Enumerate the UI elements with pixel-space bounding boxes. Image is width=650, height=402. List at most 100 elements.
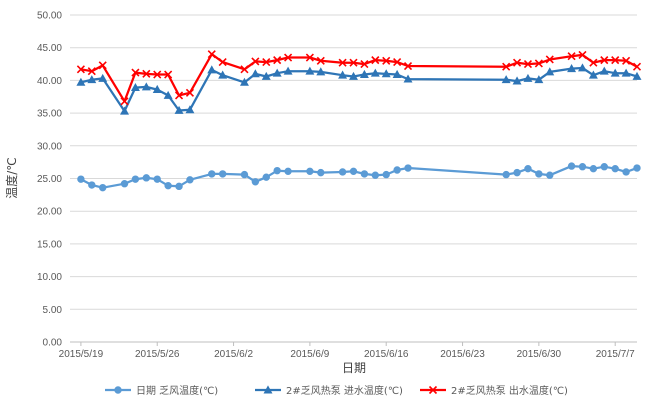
axes: 0.00 5.00 10.00 15.00 20.00 25.00 30.00 35.00 40… <box>37 11 637 360</box>
data-point-series-2 <box>338 70 348 79</box>
legend-label: 2#乏风热泵 出水温度(℃) <box>451 384 568 397</box>
data-point-series-3 <box>338 58 347 67</box>
data-point-series-2 <box>632 71 642 80</box>
data-point-series-2 <box>305 66 315 75</box>
y-tick-label: 25.00 <box>37 174 62 185</box>
data-point-series-3 <box>240 65 249 74</box>
data-point-series-1 <box>131 175 140 183</box>
x-tick-label: 2015/6/9 <box>290 349 329 360</box>
data-point-series-1 <box>208 170 216 178</box>
y-axis-title: 温度/℃ <box>4 157 19 199</box>
data-point-series-2 <box>523 73 533 82</box>
data-point-series-1 <box>546 171 554 179</box>
data-point-series-3 <box>251 57 260 66</box>
data-point-series-1 <box>88 181 96 189</box>
data-point-series-2 <box>218 70 228 79</box>
data-point-series-2 <box>207 65 217 74</box>
data-point-series-1 <box>382 170 390 179</box>
data-point-series-2 <box>534 75 544 84</box>
data-point-series-3 <box>262 58 271 67</box>
data-point-series-1 <box>600 163 608 171</box>
data-point-series-2 <box>87 75 97 84</box>
data-point-series-3 <box>153 70 162 79</box>
data-point-series-2 <box>545 67 555 76</box>
data-point-series-1 <box>120 180 129 188</box>
x-tick-label: 2015/6/23 <box>440 349 485 360</box>
data-point-series-2 <box>272 68 282 77</box>
y-tick-label: 10.00 <box>37 272 62 283</box>
data-point-series-3 <box>512 58 522 67</box>
data-point-series-1 <box>284 167 292 176</box>
y-tick-label: 15.00 <box>37 239 62 250</box>
data-point-series-1 <box>317 168 325 177</box>
data-point-series-1 <box>175 182 183 191</box>
x-tick-label: 2015/6/30 <box>517 349 562 360</box>
y-tick-label: 35.00 <box>37 109 62 120</box>
data-point-series-2 <box>578 63 587 72</box>
legend-swatch-marker <box>263 385 273 394</box>
data-point-series-3 <box>545 55 554 64</box>
data-point-series-3 <box>578 50 587 59</box>
y-tick-label: 40.00 <box>37 76 62 87</box>
data-point-series-1 <box>567 162 576 170</box>
data-point-series-3 <box>316 56 325 65</box>
data-point-series-2 <box>316 67 326 76</box>
legend-swatch-marker <box>114 386 122 394</box>
data-point-series-1 <box>240 170 249 179</box>
data-point-series-3 <box>382 56 391 65</box>
y-tick-label: 0.00 <box>43 338 63 349</box>
data-point-series-2 <box>261 71 271 80</box>
legend: 日期 乏风温度(℃) 2#乏风热泵 进水温度(℃) 2#乏风热泵 出水温度(℃) <box>105 384 568 397</box>
data-point-series-1 <box>611 164 619 173</box>
y-tick-label: 50.00 <box>37 11 62 22</box>
x-tick-label: 2015/6/2 <box>214 349 253 360</box>
data-point-series-1 <box>360 170 369 178</box>
data-point-series-2 <box>621 68 631 77</box>
data-point-series-2 <box>130 82 140 92</box>
data-point-series-3 <box>174 91 184 100</box>
data-point-series-1 <box>622 168 630 176</box>
legend-swatch-marker <box>428 385 438 395</box>
data-point-series-2 <box>588 70 598 79</box>
y-tick-label: 5.00 <box>43 305 63 316</box>
data-point-series-1 <box>404 164 412 172</box>
data-point-series-3 <box>534 59 543 68</box>
data-point-series-2 <box>120 106 129 115</box>
data-point-series-3 <box>349 58 358 67</box>
data-point-series-3 <box>567 52 576 61</box>
data-point-series-2 <box>610 68 620 77</box>
data-point-series-3 <box>611 56 620 65</box>
data-point-series-1 <box>218 170 227 178</box>
data-point-series-1 <box>371 171 380 179</box>
data-point-series-3 <box>98 61 107 70</box>
data-point-series-2 <box>174 105 184 114</box>
data-point-series-1 <box>251 178 260 186</box>
data-point-series-1 <box>164 181 172 190</box>
data-point-series-1 <box>153 175 161 183</box>
data-point-series-3 <box>393 58 402 67</box>
data-point-series-3 <box>218 58 227 67</box>
data-point-series-2 <box>163 90 173 99</box>
data-point-series-1 <box>524 164 532 173</box>
data-point-series-3 <box>502 62 511 71</box>
data-point-series-2 <box>359 69 369 78</box>
data-point-series-2 <box>392 69 402 78</box>
y-tick-label: 20.00 <box>37 207 62 218</box>
data-point-series-1 <box>186 176 194 184</box>
data-point-series-1 <box>589 164 598 173</box>
data-point-series-2 <box>239 77 249 86</box>
legend-label: 2#乏风热泵 进水温度(℃) <box>286 384 403 397</box>
data-point-series-1 <box>393 166 401 174</box>
data-point-series-2 <box>76 77 86 86</box>
data-point-series-2 <box>567 64 577 73</box>
legend-label: 日期 乏风温度(℃) <box>136 384 218 397</box>
x-tick-label: 2015/7/7 <box>596 349 635 360</box>
data-point-series-1 <box>273 166 281 175</box>
data-point-series-3 <box>360 59 369 69</box>
data-point-series-3 <box>600 56 609 65</box>
data-point-series-1 <box>513 168 521 177</box>
y-tick-label: 45.00 <box>37 43 62 54</box>
y-tick-label: 30.00 <box>37 141 62 152</box>
data-point-series-1 <box>535 170 543 178</box>
